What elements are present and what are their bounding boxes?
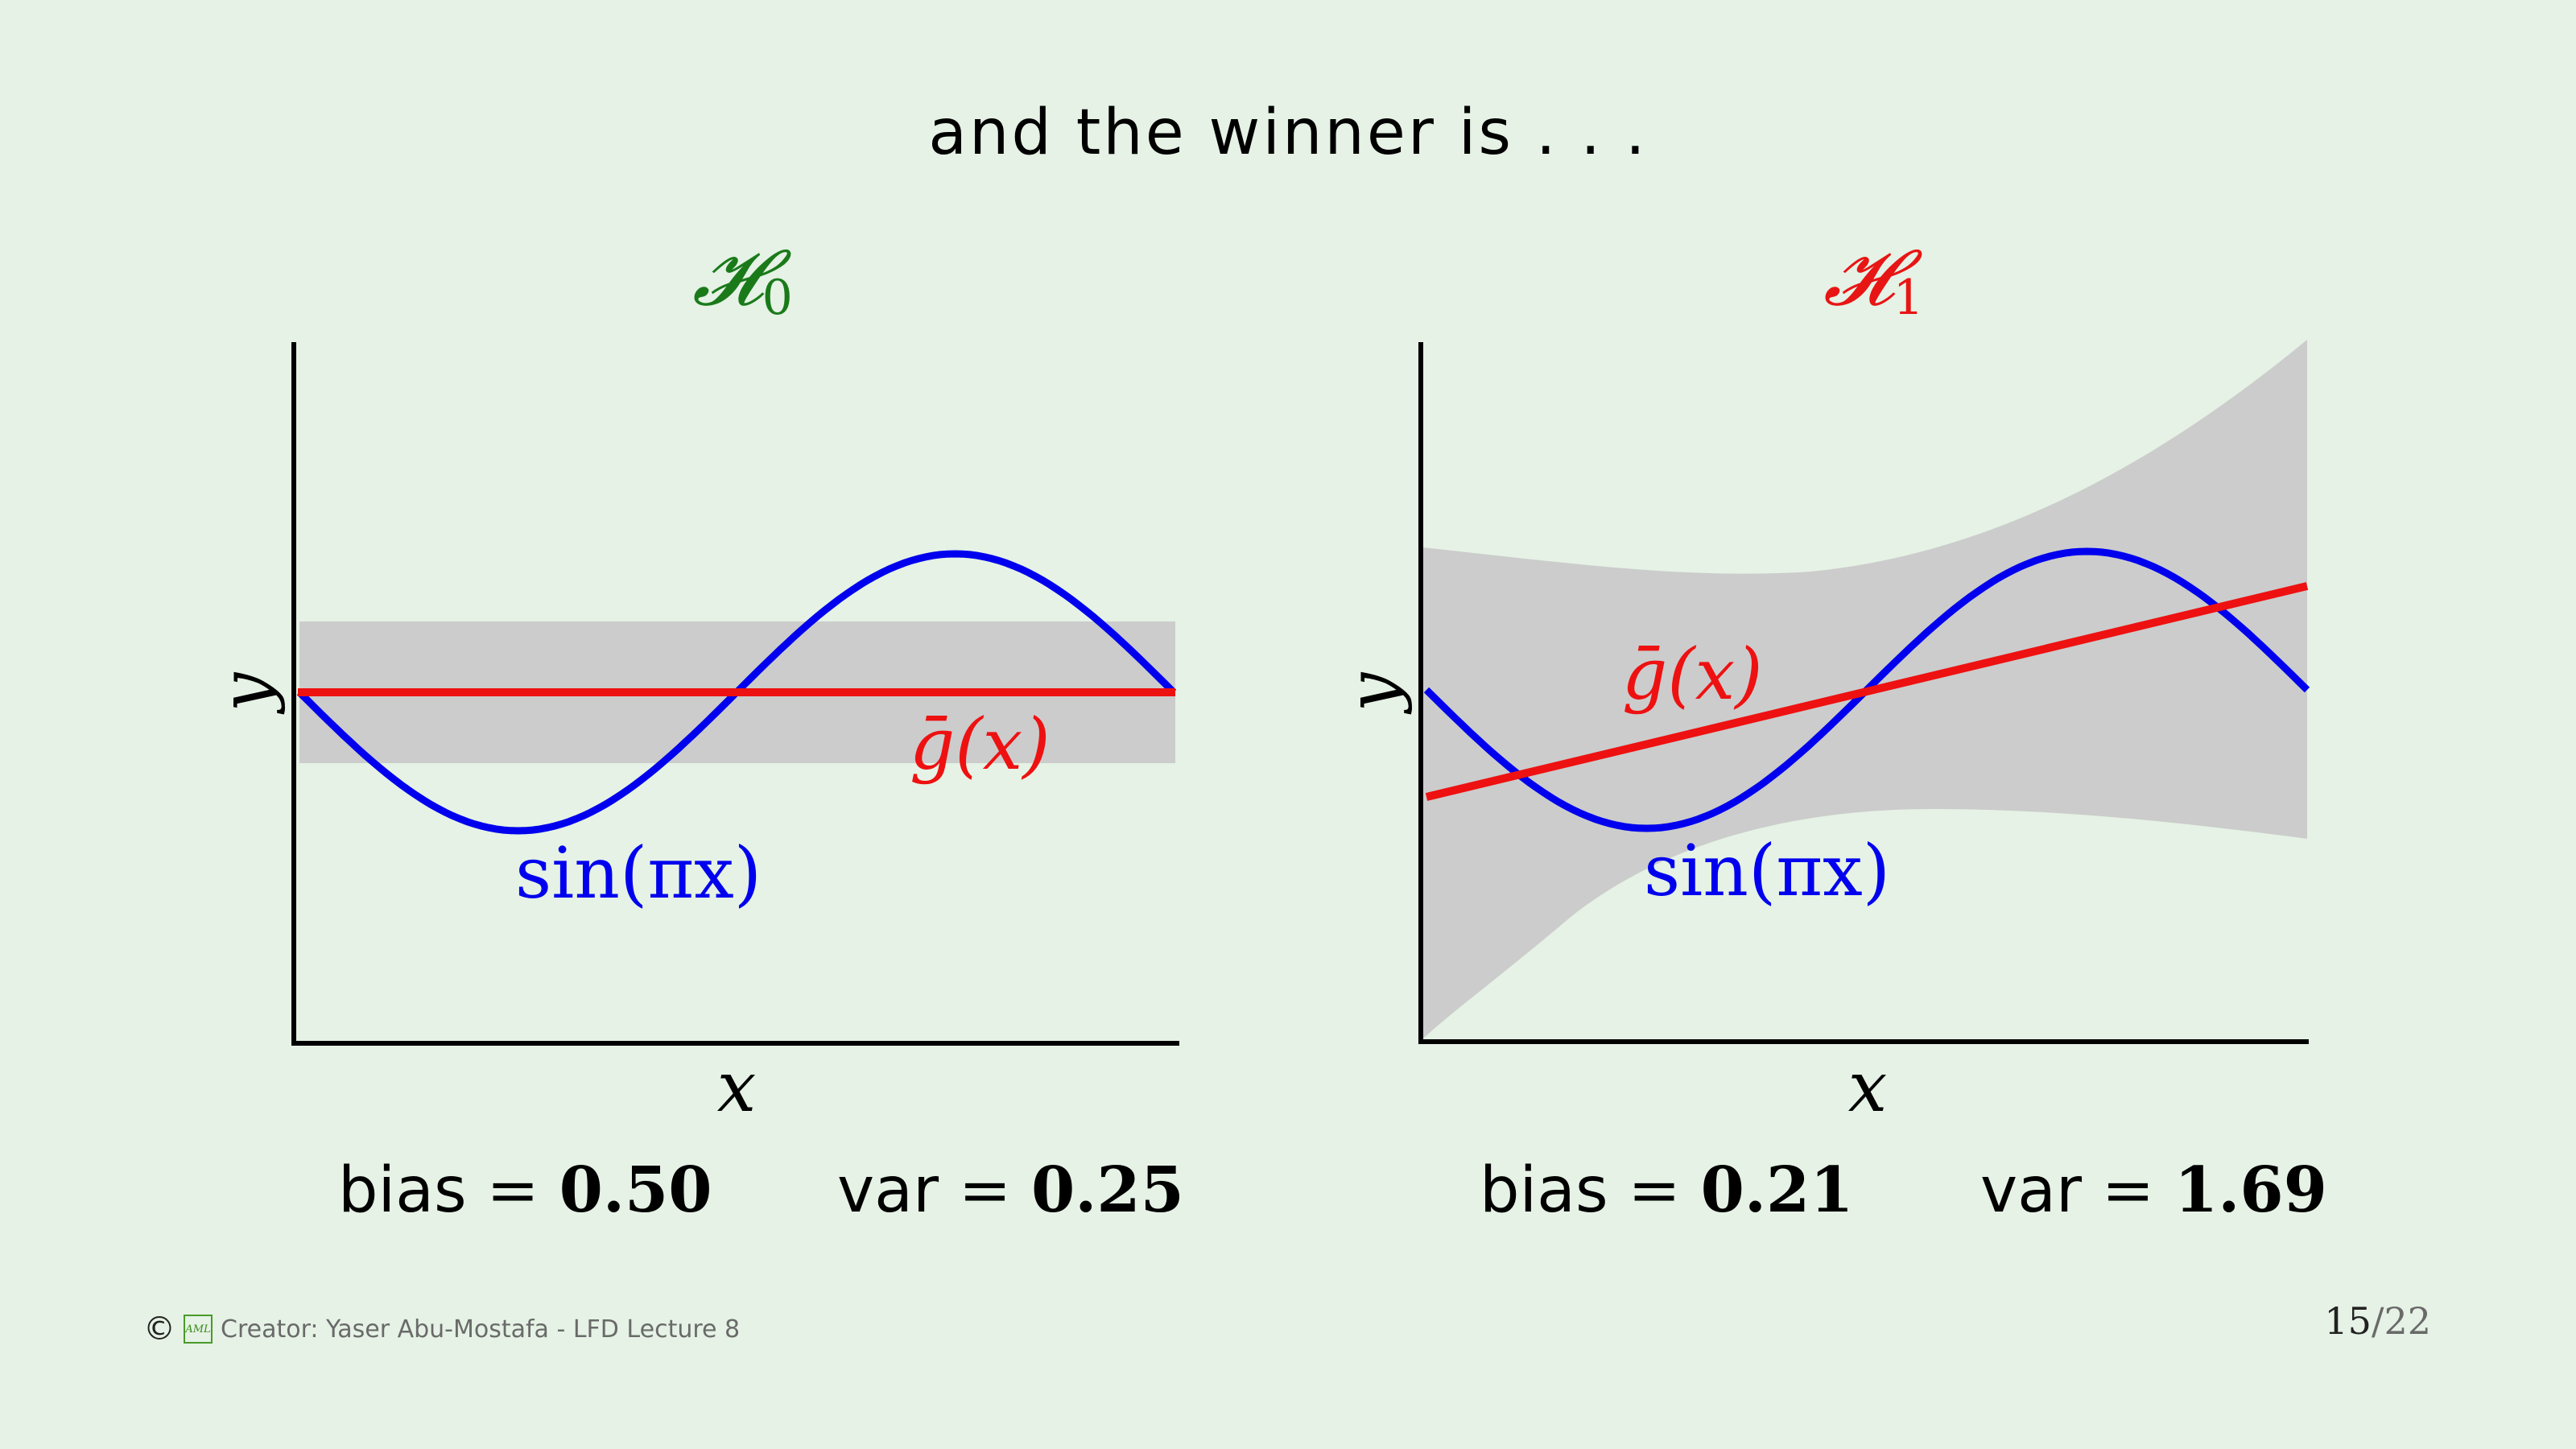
target-curve-label: sin(πx) bbox=[515, 832, 762, 914]
var-value: 0.25 bbox=[1031, 1154, 1184, 1227]
hypothesis-subscript: 1 bbox=[1893, 270, 1924, 326]
creator-text: Creator: Yaser Abu-Mostafa - LFD Lecture… bbox=[221, 1315, 741, 1344]
bias-h1: bias = 0.21 bbox=[1480, 1154, 1854, 1227]
gbar-label: ḡ(x) bbox=[1622, 633, 1763, 716]
page-total: 22 bbox=[2384, 1299, 2431, 1343]
hypothesis-h1-label: 𝓗1 bbox=[1823, 233, 1924, 326]
target-curve-label: sin(πx) bbox=[1644, 829, 1890, 912]
x-axis-label: x bbox=[1848, 1047, 1888, 1128]
panel-h1: 𝓗1 y x ḡ(x) sin(πx) bias = 0.21 var = 1.… bbox=[1333, 233, 2327, 1227]
page-separator: / bbox=[2371, 1299, 2384, 1343]
page-current: 15 bbox=[2324, 1299, 2372, 1343]
var-h0: var = 0.25 bbox=[837, 1154, 1184, 1227]
bias-h0: bias = 0.50 bbox=[338, 1154, 712, 1227]
bias-value: 0.21 bbox=[1701, 1154, 1854, 1227]
bias-value: 0.50 bbox=[559, 1154, 712, 1227]
var-value: 1.69 bbox=[2174, 1154, 2327, 1227]
x-axis-label: x bbox=[717, 1047, 757, 1128]
y-axis-label: y bbox=[1333, 671, 1414, 715]
hypothesis-h0-label: 𝓗0 bbox=[692, 233, 793, 326]
panel-h0: 𝓗0 y x ḡ(x) sin(πx) bias = 0.50 var = 0.… bbox=[206, 233, 1184, 1227]
y-axis-label: y bbox=[206, 671, 287, 715]
aml-logo-icon: AML bbox=[184, 1315, 213, 1344]
gbar-line bbox=[1425, 582, 2309, 801]
page-number: 15/22 bbox=[2324, 1299, 2431, 1343]
footer-credit: © AML Creator: Yaser Abu-Mostafa - LFD L… bbox=[143, 1311, 740, 1348]
copyright-icon: © bbox=[143, 1311, 175, 1348]
gbar-label: ḡ(x) bbox=[910, 703, 1051, 786]
var-h1: var = 1.69 bbox=[1980, 1154, 2327, 1227]
slide-title: and the winner is . . . bbox=[928, 97, 1648, 169]
hypothesis-subscript: 0 bbox=[762, 270, 793, 326]
